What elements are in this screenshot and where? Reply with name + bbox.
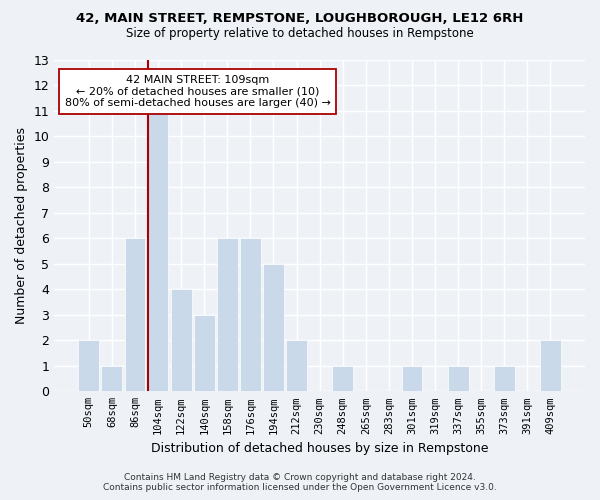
Text: 42 MAIN STREET: 109sqm
← 20% of detached houses are smaller (10)
80% of semi-det: 42 MAIN STREET: 109sqm ← 20% of detached… [65, 75, 331, 108]
Bar [79, 340, 99, 392]
Bar [332, 366, 353, 392]
Bar [171, 290, 191, 392]
X-axis label: Distribution of detached houses by size in Rempstone: Distribution of detached houses by size … [151, 442, 488, 455]
Bar [540, 340, 561, 392]
Text: 42, MAIN STREET, REMPSTONE, LOUGHBOROUGH, LE12 6RH: 42, MAIN STREET, REMPSTONE, LOUGHBOROUGH… [76, 12, 524, 26]
Bar [448, 366, 469, 392]
Bar [148, 111, 169, 392]
Bar [125, 238, 145, 392]
Bar [263, 264, 284, 392]
Y-axis label: Number of detached properties: Number of detached properties [15, 127, 28, 324]
Bar [286, 340, 307, 392]
Text: Contains HM Land Registry data © Crown copyright and database right 2024.
Contai: Contains HM Land Registry data © Crown c… [103, 473, 497, 492]
Bar [194, 315, 215, 392]
Bar [217, 238, 238, 392]
Bar [401, 366, 422, 392]
Bar [101, 366, 122, 392]
Bar [494, 366, 515, 392]
Text: Size of property relative to detached houses in Rempstone: Size of property relative to detached ho… [126, 28, 474, 40]
Bar [240, 238, 261, 392]
